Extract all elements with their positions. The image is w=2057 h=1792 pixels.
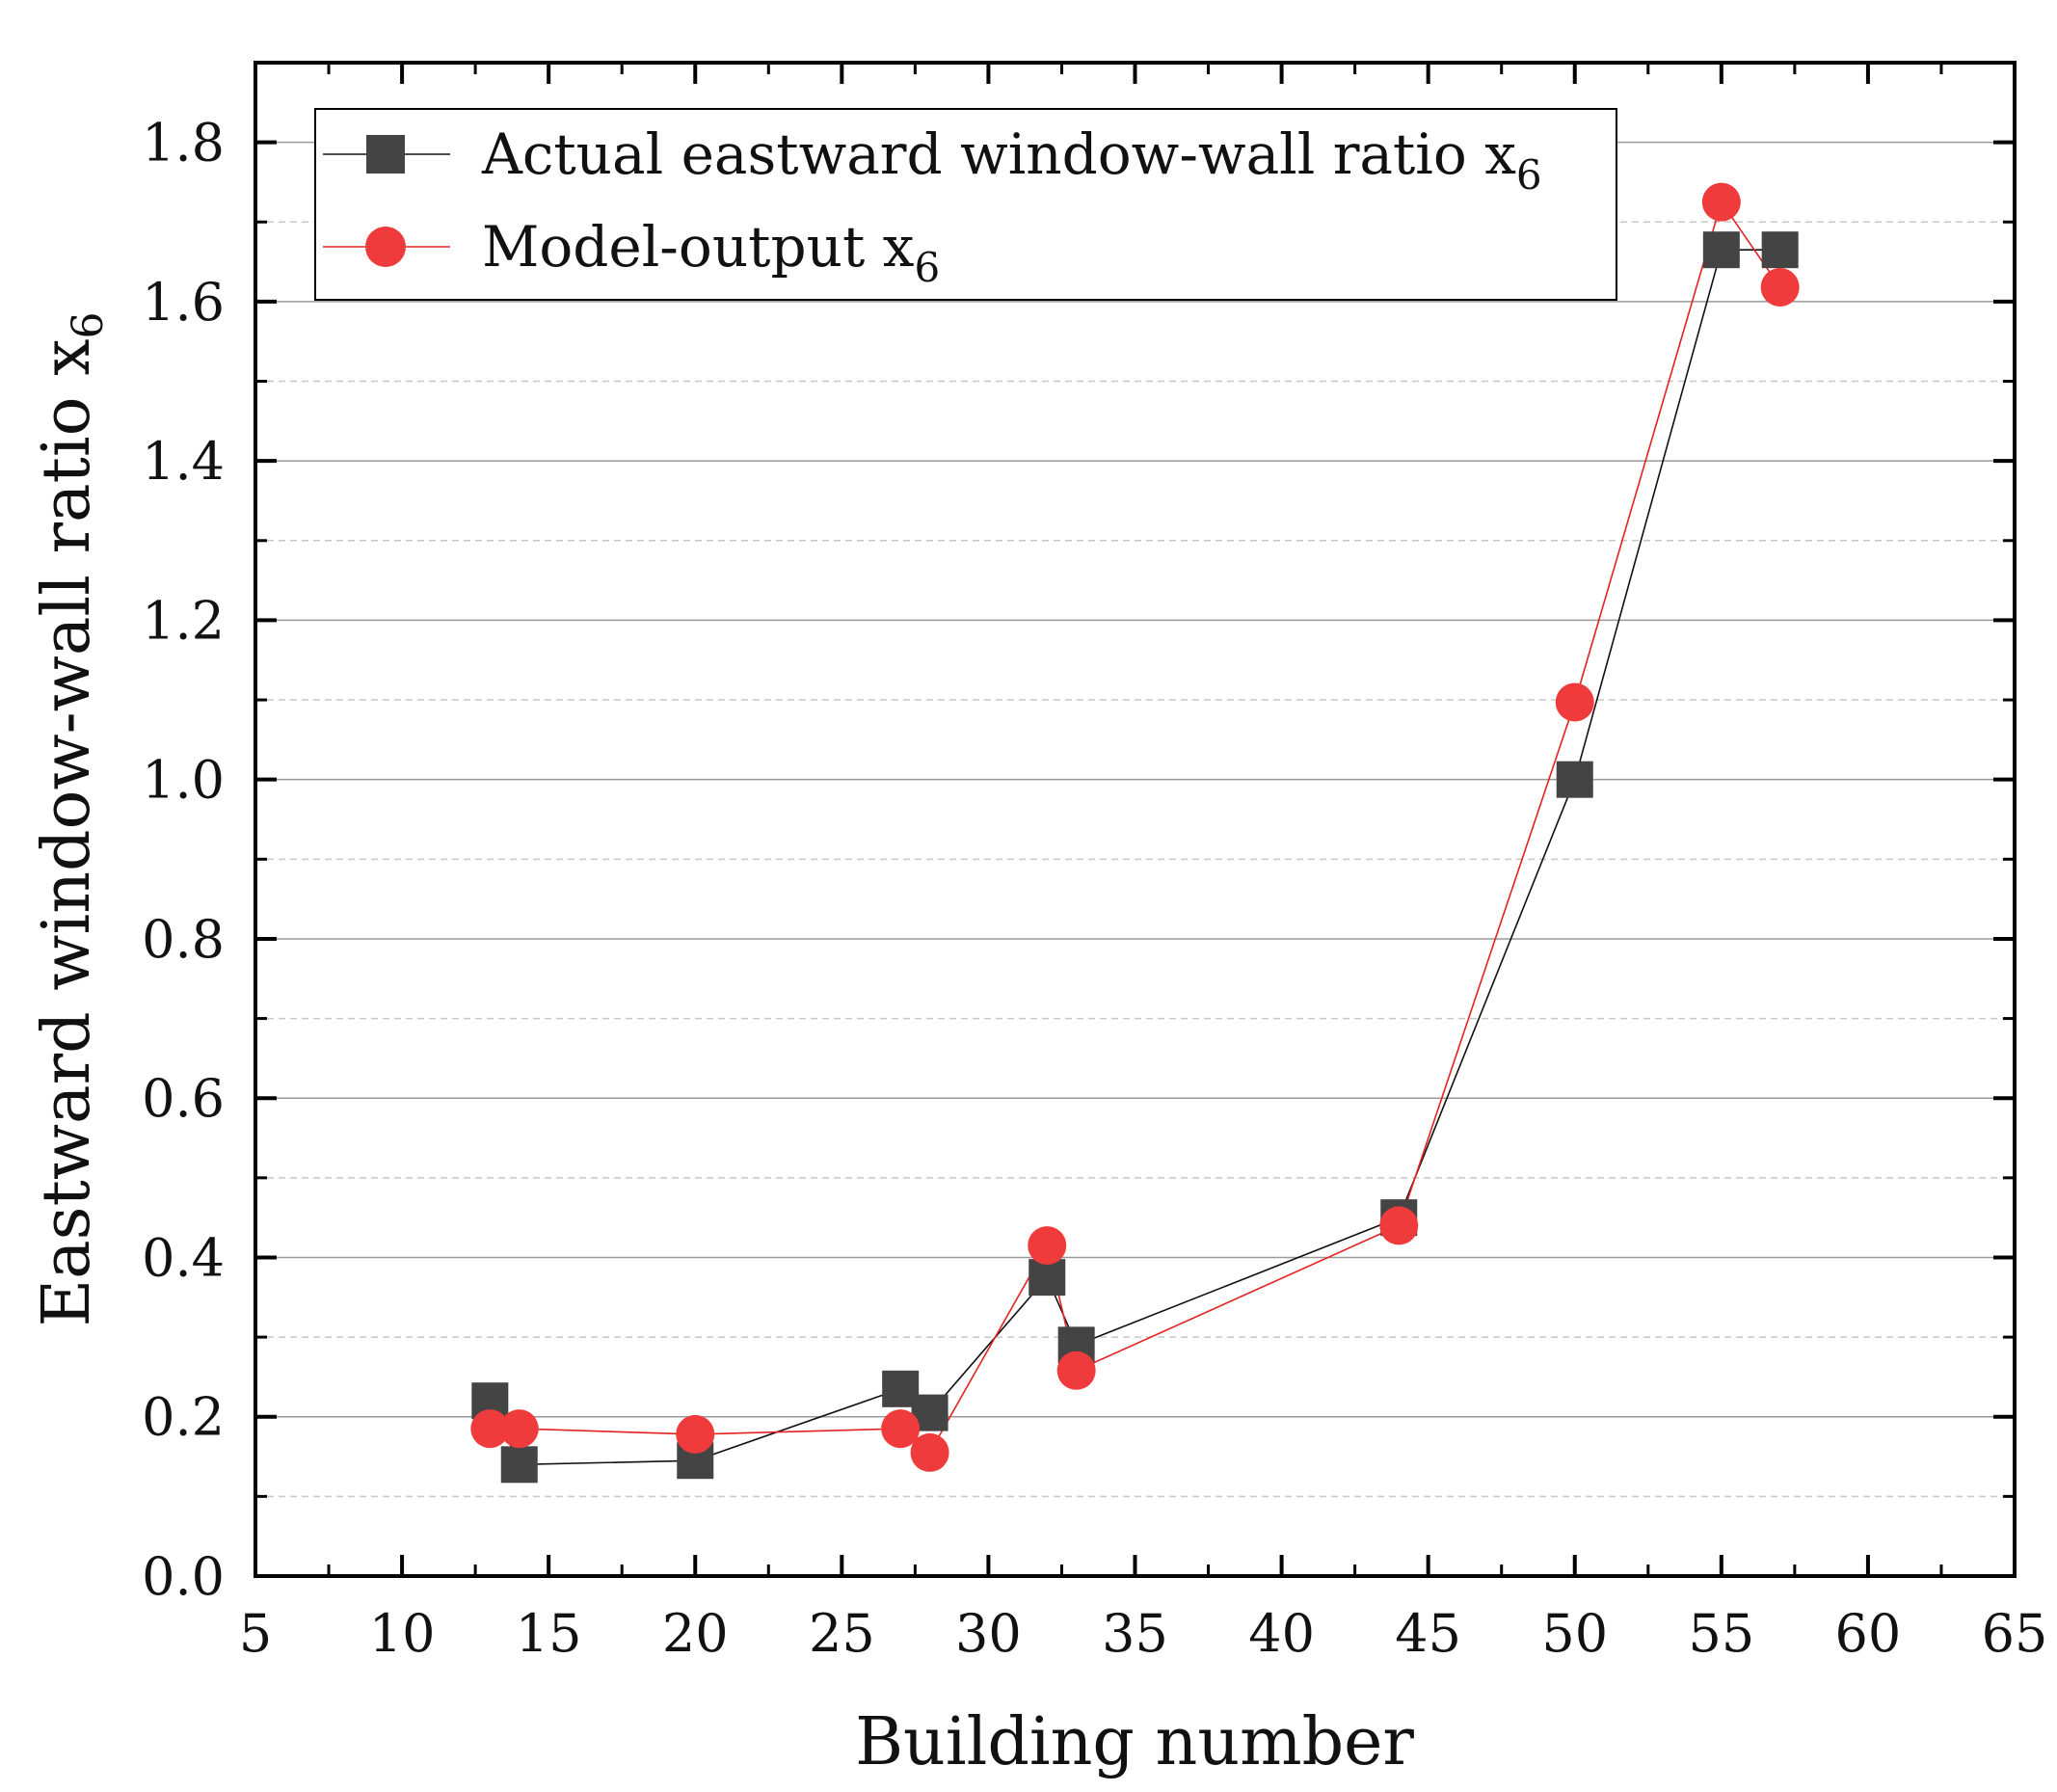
x-tick-label: 20 — [662, 1603, 729, 1664]
y-tick-label: 0.6 — [142, 1068, 225, 1129]
x-tick-label: 50 — [1541, 1603, 1608, 1664]
y-tick-label: 1.6 — [142, 272, 225, 333]
y-axis-title: Eastward window-wall ratio x6 — [29, 311, 113, 1326]
data-point-actual — [1028, 1259, 1066, 1297]
series-line-model — [490, 200, 1781, 1455]
y-tick-label: 0.0 — [142, 1546, 225, 1607]
x-tick-label: 10 — [369, 1603, 436, 1664]
y-axis-title-subscript: 6 — [64, 311, 113, 338]
x-tick-label: 30 — [955, 1603, 1022, 1664]
y-tick-label: 0.8 — [142, 909, 225, 970]
data-point-model — [1056, 1351, 1096, 1390]
x-tick-label: 45 — [1395, 1603, 1461, 1664]
x-tick-label: 40 — [1248, 1603, 1315, 1664]
data-point-actual — [1761, 231, 1799, 269]
data-point-model — [499, 1409, 539, 1449]
data-point-model — [1028, 1226, 1067, 1266]
axis-tick-labels: 5 10 15 20 25 30 35 40 45 50 55 60 65 0.0 0.2 0.4 0.6 0.8… — [142, 113, 2047, 1664]
y-axis-title-main: Eastward window-wall ratio x — [29, 338, 105, 1326]
series-group — [470, 182, 1800, 1484]
data-point-model — [470, 1409, 510, 1449]
data-point-model — [1555, 682, 1594, 722]
x-tick-label: 15 — [516, 1603, 582, 1664]
x-tick-label: 55 — [1688, 1603, 1754, 1664]
y-tick-label: 1.2 — [142, 590, 225, 651]
legend: Actual eastward window-wall ratio x6 Mod… — [314, 108, 1617, 301]
data-point-actual — [500, 1446, 538, 1484]
series-line-actual — [489, 249, 1780, 1466]
data-point-actual — [1702, 231, 1740, 269]
legend-label-model: Model-output x6 — [482, 214, 940, 291]
y-tick-label: 1.8 — [142, 113, 225, 174]
y-tick-label: 0.4 — [142, 1227, 225, 1288]
y-tick-label: 0.2 — [142, 1387, 225, 1448]
y-tick-label: 1.0 — [142, 750, 225, 811]
data-point-model — [910, 1432, 949, 1472]
x-tick-label: 60 — [1835, 1603, 1902, 1664]
x-tick-label: 65 — [1982, 1603, 2048, 1664]
data-point-model — [881, 1409, 921, 1449]
data-point-model — [1379, 1206, 1419, 1245]
data-point-model — [676, 1414, 715, 1454]
axis-ticks — [254, 63, 2017, 1578]
x-tick-label: 25 — [809, 1603, 875, 1664]
legend-marker-model — [365, 227, 406, 267]
x-tick-label: 5 — [239, 1603, 272, 1664]
legend-label-actual: Actual eastward window-wall ratio x6 — [481, 121, 1542, 199]
legend-marker-actual — [366, 135, 405, 174]
data-point-model — [1701, 182, 1741, 222]
data-point-actual — [1556, 761, 1593, 798]
x-axis-title: Building number — [855, 1704, 1414, 1780]
data-point-model — [1760, 268, 1800, 308]
y-tick-label: 1.4 — [142, 431, 225, 492]
x-tick-label: 35 — [1102, 1603, 1168, 1664]
grid-lines — [255, 141, 2015, 1498]
legend-box — [314, 108, 1617, 301]
